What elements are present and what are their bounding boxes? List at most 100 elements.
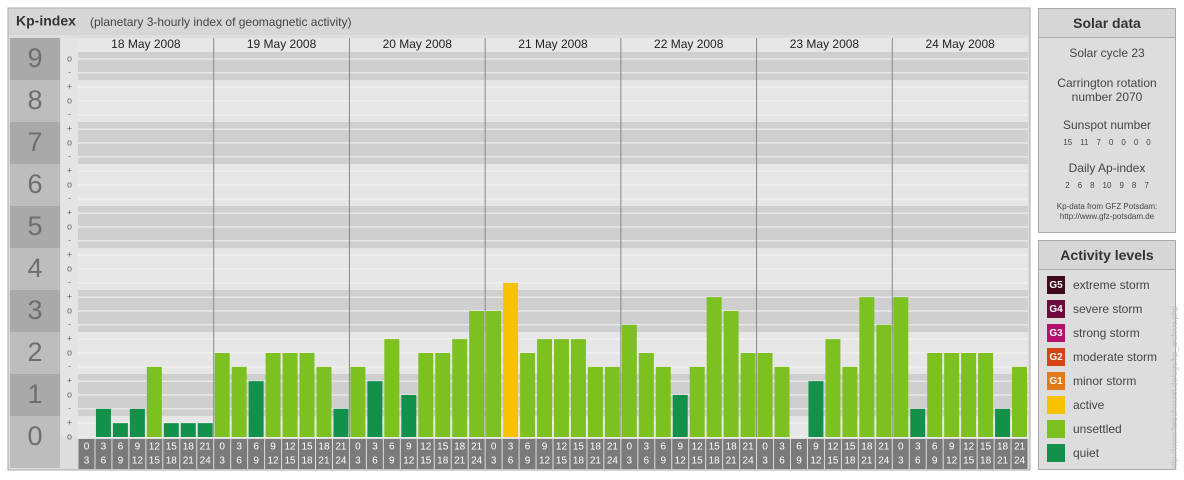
legend-label: severe storm <box>1073 302 1143 316</box>
bar <box>757 353 773 437</box>
ap-value: 7 <box>1144 181 1149 190</box>
bar <box>859 297 875 437</box>
time-cell <box>977 439 994 469</box>
bar <box>825 339 841 437</box>
time-cell <box>383 439 400 469</box>
time-cell <box>400 439 417 469</box>
time-end: 15 <box>556 456 568 467</box>
time-cell <box>791 439 807 469</box>
time-start: 9 <box>135 442 141 453</box>
legend-label: active <box>1073 398 1105 412</box>
time-end: 18 <box>437 456 449 467</box>
time-end: 6 <box>644 456 650 467</box>
time-start: 0 <box>491 442 497 453</box>
kp-chart: Kp-index (planetary 3-hourly index of ge… <box>7 7 1031 471</box>
time-start: 18 <box>318 442 330 453</box>
minor-axis-column <box>61 38 78 437</box>
legend-item: G4 severe storm <box>1047 300 1175 318</box>
credit: http://www.fleischwurst.de/ugo/kp_archiv… <box>1170 305 1179 470</box>
bar <box>944 353 960 437</box>
day-header-bg <box>892 38 1028 52</box>
time-cell <box>994 439 1011 469</box>
time-cell <box>265 439 282 469</box>
legend-badge: G5 <box>1047 276 1065 294</box>
time-end: 18 <box>709 456 721 467</box>
day-header-bg <box>756 38 893 52</box>
legend-item: G1 minor storm <box>1047 372 1175 390</box>
minor-tick-label: - <box>68 67 71 77</box>
time-start: 15 <box>573 442 585 453</box>
time-end: 18 <box>573 456 585 467</box>
time-end: 9 <box>118 456 124 467</box>
time-cell <box>536 439 553 469</box>
time-end: 12 <box>539 456 551 467</box>
bar <box>876 324 892 437</box>
time-end: 3 <box>491 456 497 467</box>
time-end: 9 <box>796 456 802 467</box>
bar <box>180 423 196 437</box>
bar <box>316 366 332 437</box>
y-tick-label: 5 <box>27 211 42 241</box>
day-header-bg <box>485 38 621 52</box>
minor-tick-label: o <box>67 305 72 315</box>
sunspot-value: 0 <box>1146 138 1151 147</box>
time-end: 18 <box>166 456 178 467</box>
time-cell <box>146 439 163 469</box>
time-cell <box>892 439 909 469</box>
time-end: 6 <box>236 456 242 467</box>
time-end: 3 <box>627 456 633 467</box>
time-start: 15 <box>437 442 449 453</box>
time-start: 3 <box>372 442 378 453</box>
day-label: 21 May 2008 <box>518 37 588 51</box>
time-end: 12 <box>675 456 687 467</box>
time-start: 3 <box>101 442 107 453</box>
time-start: 21 <box>200 442 212 453</box>
legend-label: quiet <box>1073 446 1100 460</box>
axis-band <box>10 38 60 80</box>
time-start: 21 <box>335 442 347 453</box>
bar <box>418 353 434 437</box>
minor-tick-label: o <box>67 179 72 189</box>
minor-tick-label: o <box>67 53 72 63</box>
time-cell <box>316 439 332 469</box>
time-cell <box>163 439 180 469</box>
time-start: 12 <box>963 442 975 453</box>
minor-tick-label: o <box>67 389 72 399</box>
legend-item: quiet <box>1047 444 1175 462</box>
legend-label: unsettled <box>1073 422 1122 436</box>
minor-tick-label: o <box>67 221 72 231</box>
time-end: 24 <box>607 456 619 467</box>
bar <box>265 353 281 437</box>
time-end: 15 <box>149 456 161 467</box>
time-end: 21 <box>454 456 466 467</box>
solar-title: Solar data <box>1039 9 1175 38</box>
ap-value: 6 <box>1077 181 1083 190</box>
bar <box>672 395 688 437</box>
time-end: 9 <box>389 456 395 467</box>
time-end: 24 <box>1014 456 1026 467</box>
time-cell <box>417 439 434 469</box>
bar <box>621 324 637 437</box>
time-start: 9 <box>270 442 276 453</box>
minor-tick-label: + <box>67 124 72 134</box>
bar <box>638 353 654 437</box>
time-end: 12 <box>268 456 280 467</box>
time-cell <box>1011 439 1028 469</box>
time-start: 0 <box>84 442 90 453</box>
time-start: 9 <box>406 442 412 453</box>
legend-badge: G4 <box>1047 300 1065 318</box>
minor-tick-label: o <box>67 137 72 147</box>
time-end: 24 <box>471 456 483 467</box>
time-start: 18 <box>726 442 738 453</box>
time-cell <box>570 439 587 469</box>
bar <box>129 408 145 437</box>
bar <box>486 311 502 437</box>
time-cell <box>943 439 960 469</box>
bar <box>197 423 213 437</box>
source-text: Kp-data from GFZ Potsdam: <box>1056 202 1158 211</box>
axis-band <box>10 206 60 248</box>
time-end: 9 <box>525 456 531 467</box>
time-cell <box>774 439 790 469</box>
minor-tick-label: - <box>68 277 71 287</box>
time-end: 12 <box>403 456 415 467</box>
